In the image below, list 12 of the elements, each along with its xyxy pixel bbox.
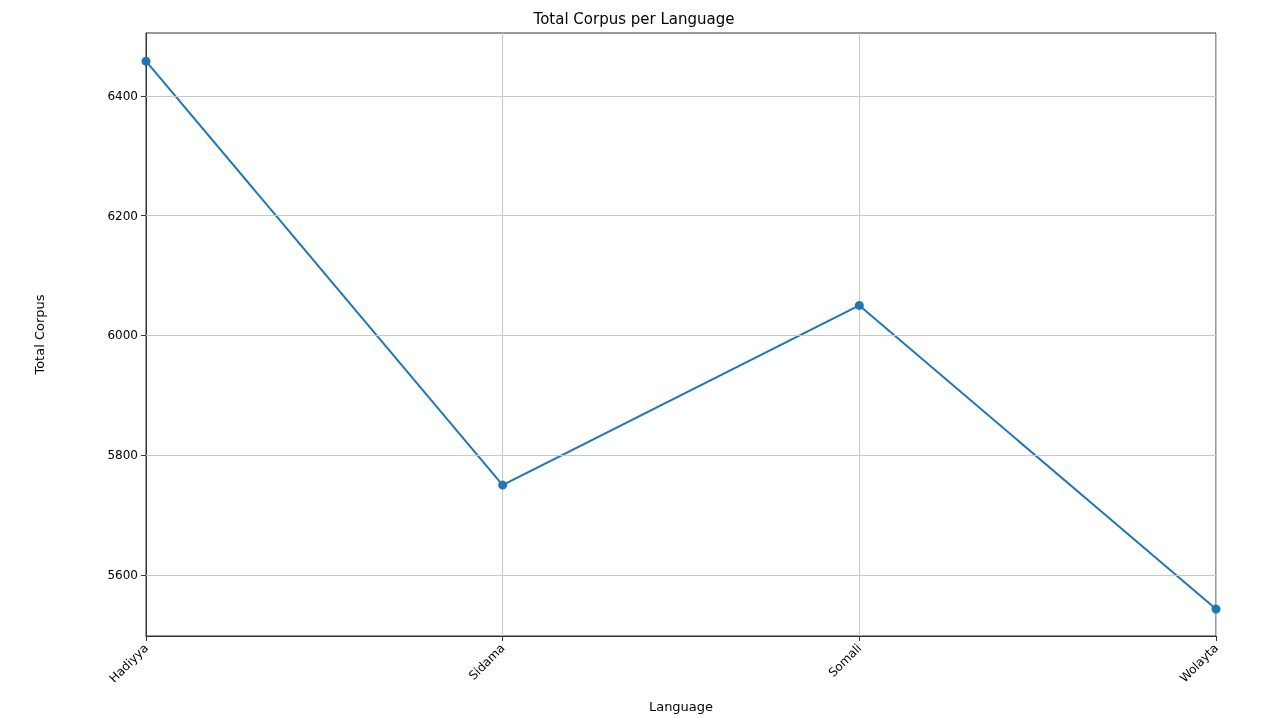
- point: [854, 300, 864, 310]
- chart-title: Total Corpus per Language: [532, 9, 735, 28]
- point: [1211, 604, 1221, 614]
- point: [141, 56, 151, 66]
- y-tick-label: 5600: [107, 567, 138, 582]
- y-tick-label: 5800: [107, 448, 138, 463]
- x-axis-title: Language: [648, 699, 714, 714]
- y-axis-title: Total Corpus: [32, 294, 47, 376]
- y-tick-label: 6400: [107, 88, 138, 103]
- y-tick-label: 6000: [107, 328, 138, 343]
- point: [498, 480, 508, 490]
- y-tick-label: 6200: [107, 208, 138, 223]
